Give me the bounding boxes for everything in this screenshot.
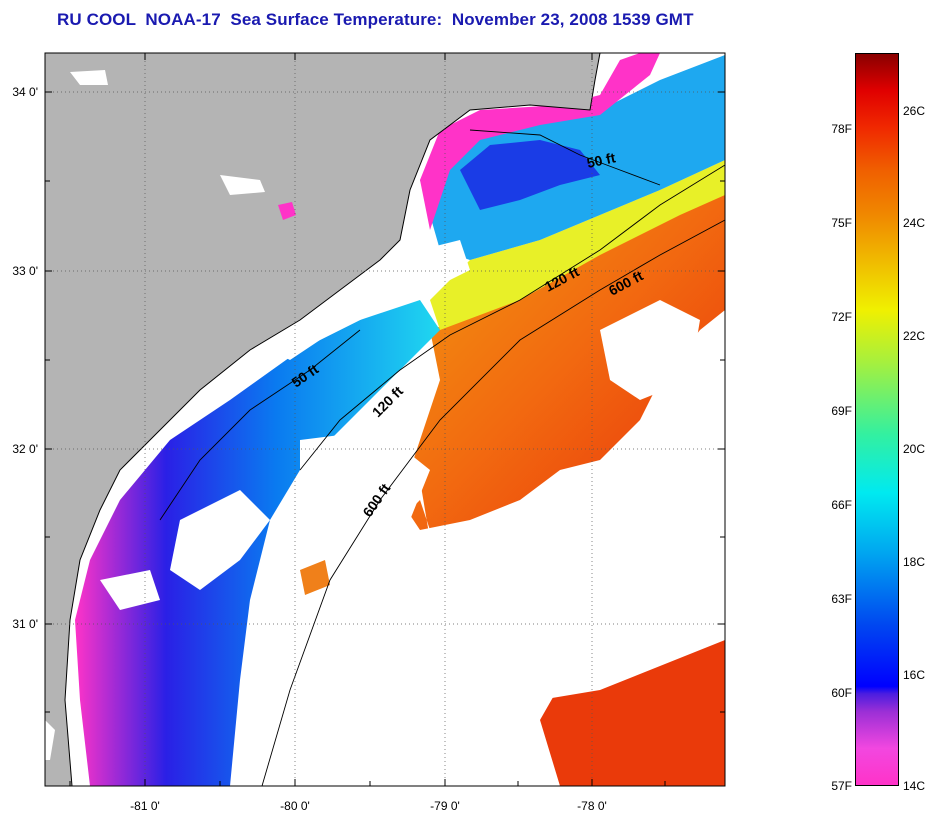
colorbar-celsius-label: 18C <box>903 555 926 569</box>
map-frame <box>44 52 726 787</box>
longitude-label: -80 0' <box>280 799 310 813</box>
colorbar-celsius-label: 26C <box>903 104 926 118</box>
temperature-colorbar <box>855 53 899 786</box>
colorbar-fahrenheit-label: 69F <box>831 404 852 418</box>
colorbar-fahrenheit-label: 75F <box>831 216 852 230</box>
colorbar-celsius-label: 14C <box>903 779 926 793</box>
latitude-label: 33 0' <box>12 264 38 278</box>
isobath-50ft <box>159 129 661 521</box>
latitude-label: 32 0' <box>12 442 38 456</box>
southern-warm-patches <box>530 640 725 786</box>
longitude-label: -78 0' <box>577 799 607 813</box>
longitude-label: -79 0' <box>430 799 460 813</box>
graticule <box>45 53 725 786</box>
latitude-label: 31 0' <box>12 617 38 631</box>
isobath-label: 50 ft <box>585 149 617 171</box>
latitude-label: 34 0' <box>12 85 38 99</box>
colorbar-celsius-label: 16C <box>903 668 926 682</box>
coastline <box>64 53 601 786</box>
colorbar-fahrenheit-label: 78F <box>831 122 852 136</box>
warm-water-region <box>400 190 725 530</box>
map-title: RU COOL NOAA-17 Sea Surface Temperature:… <box>57 10 694 29</box>
colorbar-fahrenheit-label: 57F <box>831 779 852 793</box>
colorbar-celsius-label: 22C <box>903 329 926 343</box>
warm-patch <box>300 560 330 595</box>
longitude-label: -81 0' <box>130 799 160 813</box>
southern-nearshore <box>75 300 440 786</box>
inland-clouds <box>45 70 265 760</box>
colorbar-celsius-label: 20C <box>903 442 926 456</box>
colorbar-fahrenheit-label: 72F <box>831 310 852 324</box>
sst-map: 50 ft 50 ft 120 ft 120 ft 600 ft 600 ft <box>12 52 726 813</box>
isobath-120ft <box>299 164 725 471</box>
sst-map-svg: 50 ft 50 ft 120 ft 120 ft 600 ft 600 ft <box>44 52 726 787</box>
colorbar-fahrenheit-label: 66F <box>831 498 852 512</box>
cloud-cover <box>100 240 725 786</box>
colorbar-fahrenheit-label: 60F <box>831 686 852 700</box>
colorbar-celsius-label: 24C <box>903 216 926 230</box>
isobath-600ft <box>261 219 725 786</box>
land-mass <box>45 53 600 786</box>
colorbar-fahrenheit-label: 63F <box>831 592 852 606</box>
midshelf-region <box>430 160 725 330</box>
inland-lake-patch <box>278 202 296 220</box>
axis-ticks <box>45 53 725 786</box>
northern-nearshore <box>420 53 660 230</box>
northern-blue <box>460 140 600 210</box>
